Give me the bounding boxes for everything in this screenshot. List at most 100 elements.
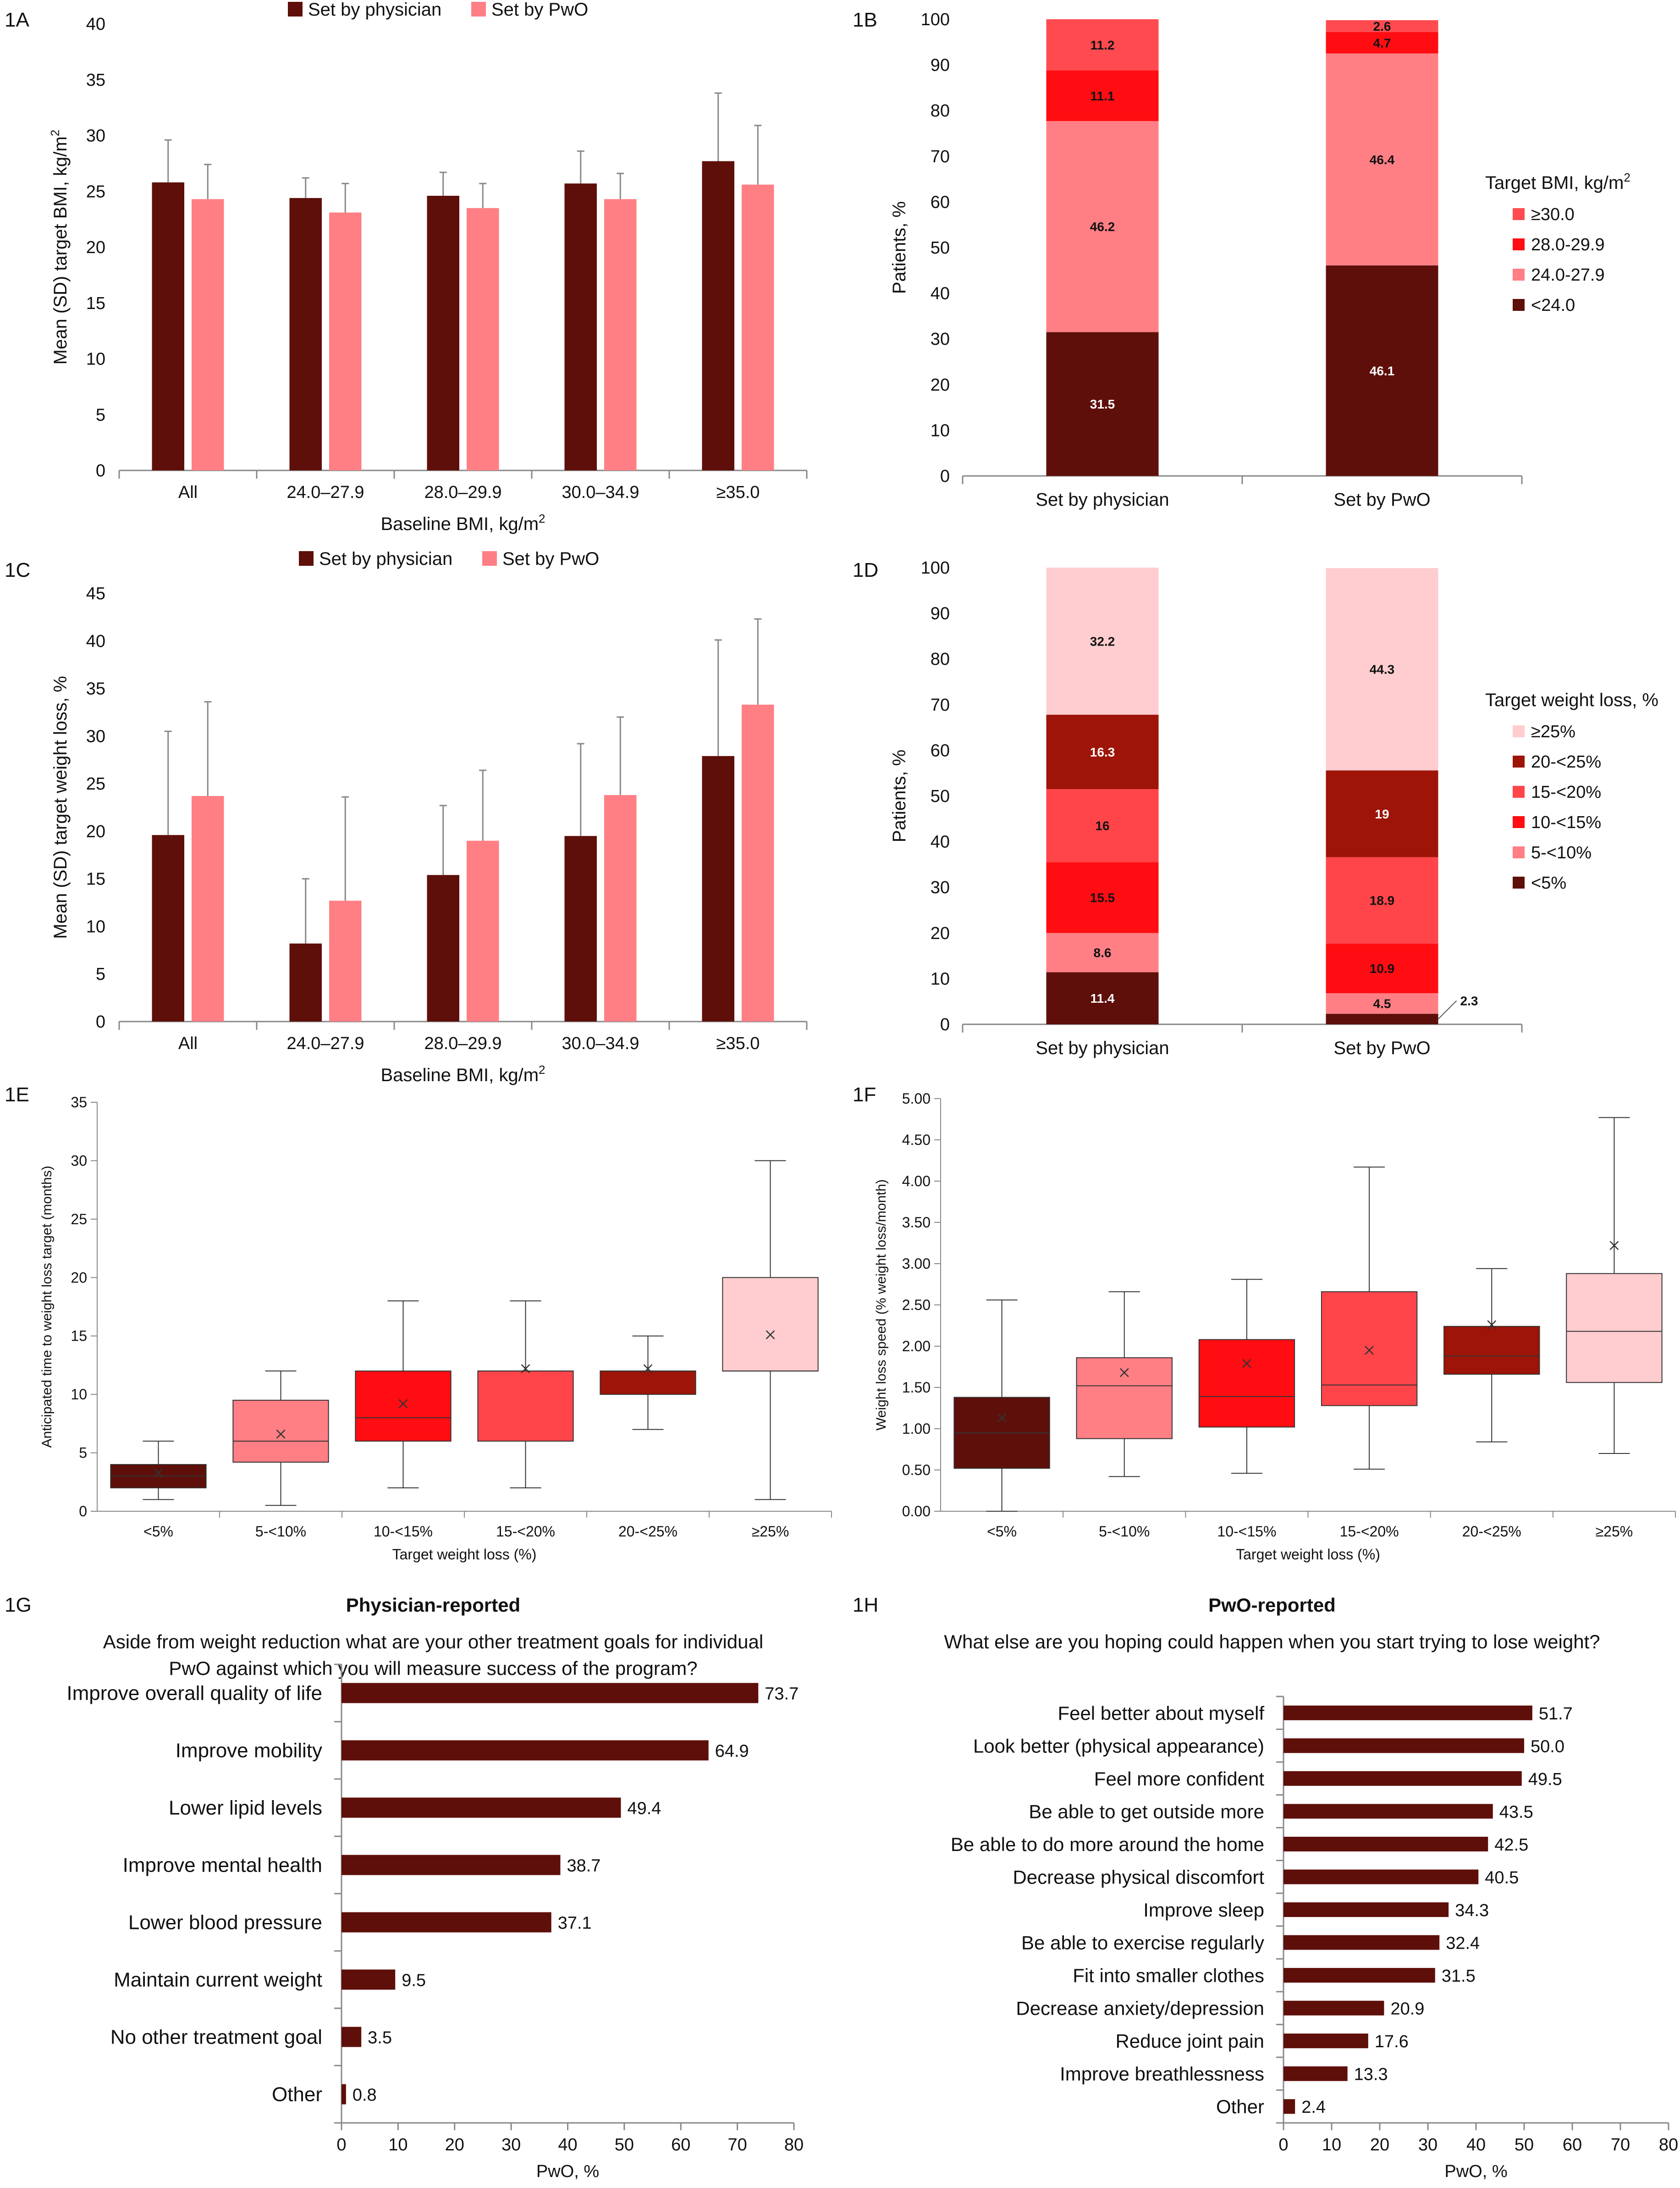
x-tick-label: 30.0–34.9	[562, 483, 639, 502]
x-axis-label: PwO, %	[1444, 2162, 1507, 2181]
y-tick-label: 80	[931, 101, 950, 121]
legend-label: Set by physician	[319, 549, 452, 569]
chart-1g: Physician-reported Aside from weight redu…	[66, 1594, 804, 2181]
bar-physician	[152, 182, 184, 470]
y-tick-label: 60	[931, 193, 950, 212]
chart-1a: 0 5 10 15 20 25 30 35 40 All 24.0–27.9 28.0–29.9 30.…	[48, 0, 808, 534]
bar-physician	[289, 943, 322, 1022]
category-label: Improve overall quality of life	[66, 1682, 322, 1705]
y-tick-label: 0.00	[902, 1503, 931, 1519]
x-tick-label: <5%	[143, 1523, 173, 1540]
bar-pwo	[467, 840, 499, 1022]
legend-swatch-pwo	[471, 2, 486, 17]
data-label: 13.3	[1354, 2065, 1388, 2084]
iqr-box	[232, 1399, 329, 1463]
chart-1f: 0.00 0.50 1.00 1.50 2.00 2.50 3.00 3.50 4.00 4.50…	[874, 1090, 1676, 1563]
y-tick-label: 2.50	[902, 1297, 931, 1313]
legend-label: ≥25%	[1531, 722, 1575, 741]
bar	[1283, 1705, 1532, 1720]
callout-line	[1438, 1000, 1457, 1020]
x-tick-label: 0	[1278, 2135, 1288, 2155]
bar	[342, 1740, 709, 1761]
x-tick-label: 70	[727, 2135, 747, 2155]
x-tick-label: Set by physician	[1036, 490, 1169, 510]
data-label: 31.5	[1442, 1967, 1476, 1986]
bar	[1283, 1804, 1493, 1819]
bar	[1283, 2066, 1348, 2081]
y-tick-label: 5	[96, 965, 105, 984]
legend-swatch-physician	[299, 551, 314, 566]
y-tick-label: 3.00	[902, 1255, 931, 1272]
y-tick-label: 20	[931, 924, 950, 943]
x-tick-label: <5%	[987, 1523, 1017, 1540]
bar	[342, 1797, 621, 1818]
data-label: 16	[1095, 819, 1109, 833]
x-tick-label: 20	[445, 2135, 464, 2155]
axis-label-superscript: 2	[539, 1063, 545, 1077]
bar	[1283, 2033, 1368, 2049]
y-tick-label: 30	[931, 330, 950, 349]
data-label: 50.0	[1531, 1737, 1564, 1756]
stack-segment	[1326, 857, 1438, 944]
data-label: 51.7	[1539, 1704, 1573, 1724]
y-tick-label: 35	[86, 71, 105, 90]
data-label: 11.2	[1091, 38, 1115, 52]
mean-marker	[398, 1399, 408, 1409]
x-tick-label: 40	[1466, 2135, 1486, 2155]
x-tick-label: 5-<10%	[255, 1523, 306, 1540]
iqr-box	[722, 1277, 819, 1372]
legend-swatch	[1513, 299, 1525, 311]
stack-segment	[1326, 943, 1438, 994]
y-tick-label: 20	[86, 238, 105, 257]
data-label: 17.6	[1375, 2032, 1409, 2051]
panel-label-1h: 1H	[853, 1594, 878, 1616]
category-label: Improve breathlessness	[1060, 2063, 1264, 2085]
y-tick-label: 25	[71, 1211, 87, 1227]
bar	[1283, 2099, 1295, 2114]
x-tick-label: 10-<15%	[374, 1523, 433, 1540]
data-label: 16.3	[1090, 745, 1115, 759]
question-text: PwO against which you will measure succe…	[169, 1658, 697, 1679]
category-label: Other	[272, 2083, 322, 2106]
legend-label: 24.0-27.9	[1531, 265, 1605, 285]
data-label: 49.5	[1528, 1770, 1562, 1789]
stack-segment	[1046, 568, 1159, 715]
y-tick-label: 30	[86, 727, 105, 746]
legend-swatch	[1513, 846, 1525, 858]
iqr-box	[355, 1370, 452, 1442]
category-label: Lower lipid levels	[169, 1797, 322, 1819]
legend-label: 5-<10%	[1531, 843, 1592, 862]
x-axis-label: PwO, %	[536, 2162, 599, 2181]
mean-marker	[643, 1364, 653, 1373]
stack-segment	[1046, 121, 1159, 332]
y-tick-label: 3.50	[902, 1214, 931, 1231]
stack-segment	[1046, 862, 1159, 933]
stack-segment	[1326, 1014, 1438, 1024]
stack-segment	[1046, 972, 1159, 1024]
stack-segment	[1326, 32, 1438, 54]
y-tick-label: 10	[931, 421, 950, 440]
y-tick-label: 15	[71, 1328, 87, 1344]
legend-label: <5%	[1531, 873, 1566, 893]
data-label: 46.4	[1370, 153, 1395, 167]
mean-marker	[276, 1429, 286, 1439]
bar	[1283, 1836, 1488, 1851]
x-tick-label: 24.0–27.9	[286, 483, 364, 502]
y-tick-label: 20	[71, 1269, 87, 1286]
bar	[342, 1683, 759, 1703]
stack-segment	[1046, 714, 1159, 790]
y-tick-label: 10	[71, 1386, 87, 1403]
data-label: 38.7	[567, 1856, 600, 1876]
x-tick-label: 28.0–29.9	[424, 1034, 501, 1053]
y-tick-label: 50	[931, 787, 950, 806]
y-axis-label: Anticipated time to weight loss target (…	[39, 1166, 55, 1448]
category-label: Fit into smaller clothes	[1073, 1965, 1264, 1986]
stack-segment	[1326, 993, 1438, 1014]
legend-swatch	[1513, 816, 1525, 828]
data-label: 73.7	[765, 1685, 799, 1704]
y-tick-label: 25	[86, 182, 105, 201]
x-tick-label: 50	[1515, 2135, 1534, 2155]
bar-physician	[564, 836, 597, 1022]
